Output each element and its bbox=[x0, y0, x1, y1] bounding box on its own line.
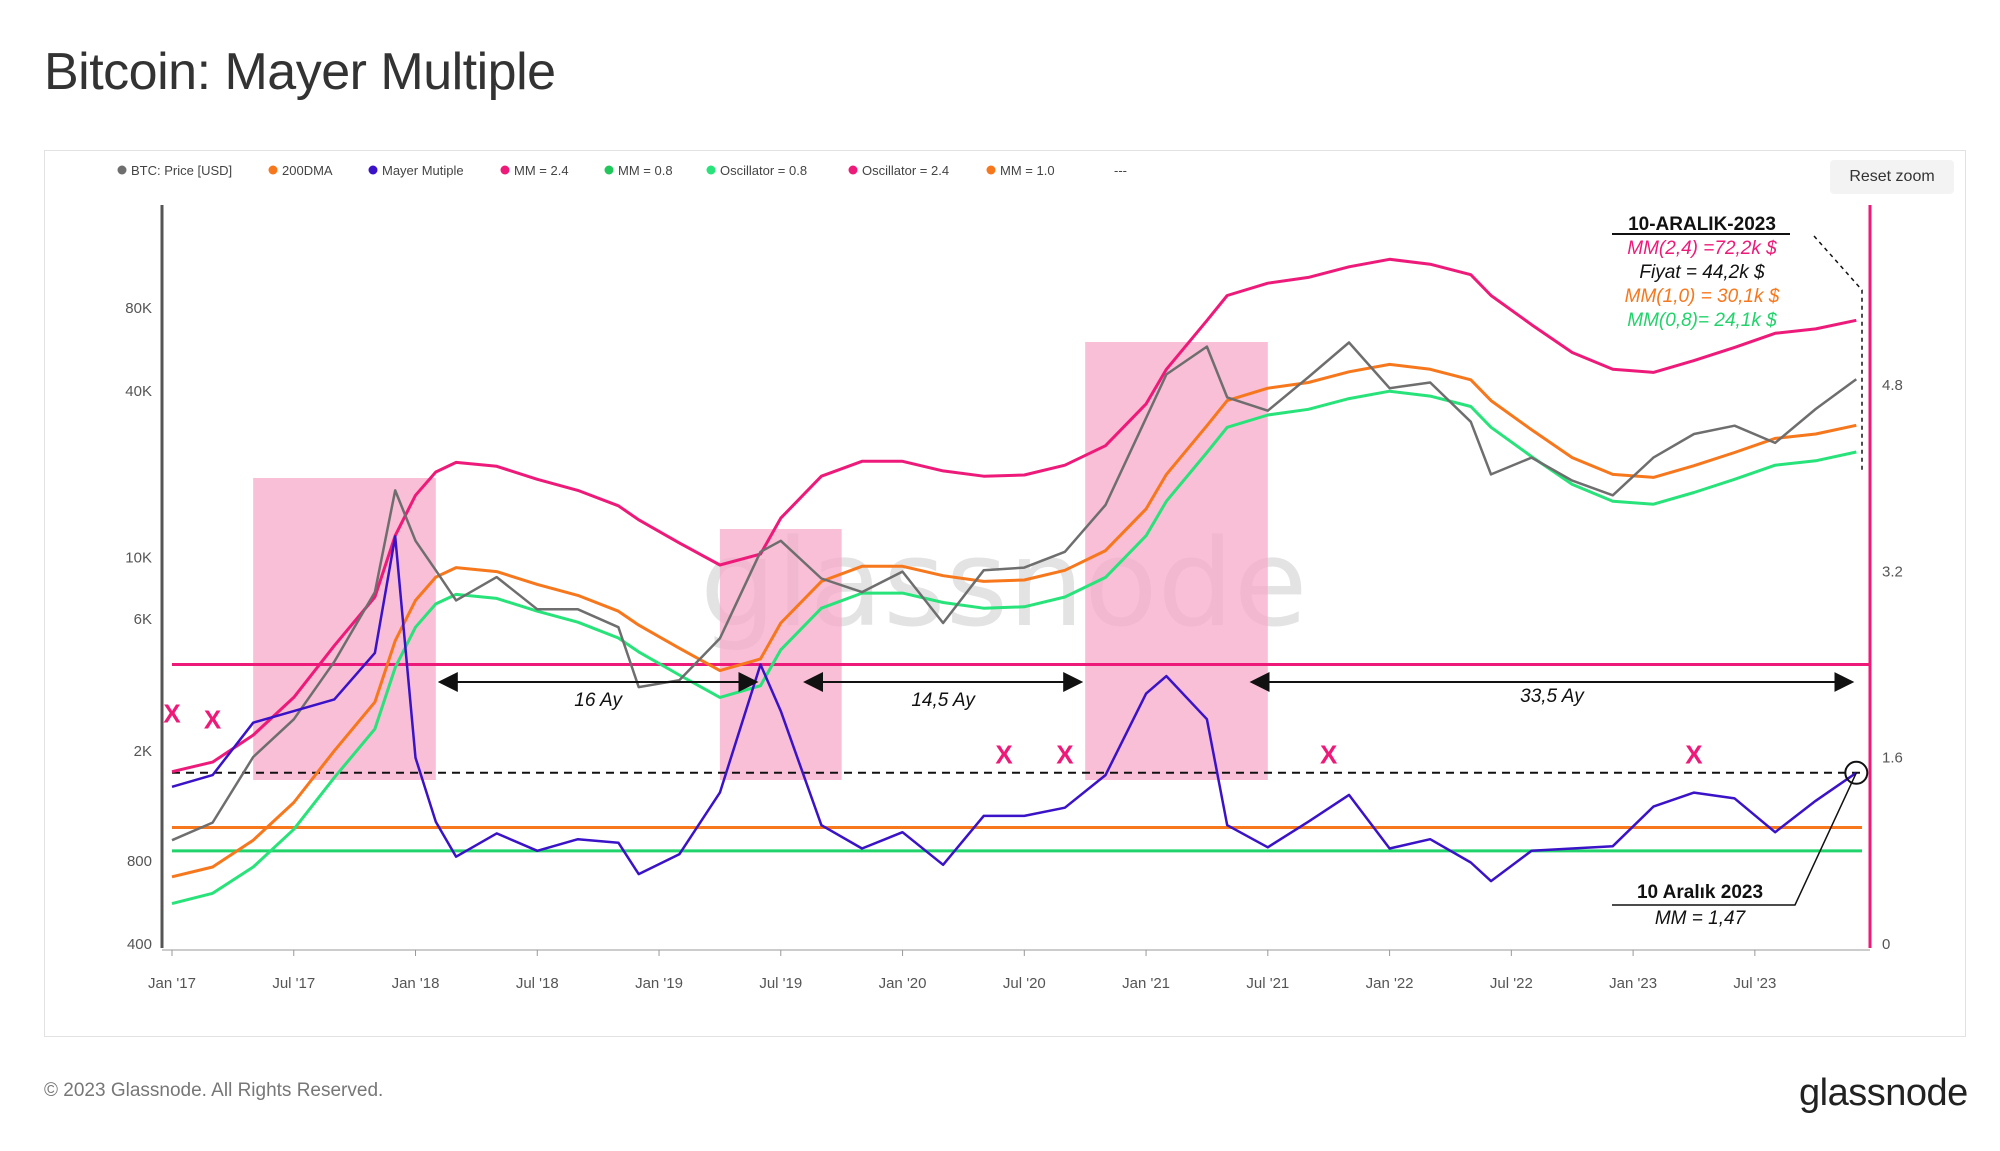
legend-label: 200DMA bbox=[282, 163, 333, 178]
shaded-period bbox=[719, 529, 842, 780]
bottom-note-title: 10 Aralık 2023 bbox=[1637, 882, 1763, 903]
y-right-tick-label: 3.2 bbox=[1882, 563, 1903, 580]
y-left-tick-label: 80K bbox=[125, 300, 152, 317]
bottom-leader-line bbox=[1612, 772, 1857, 906]
series-line bbox=[171, 341, 1858, 842]
note-mm10: MM(1,0) = 30,1k $ bbox=[1625, 286, 1780, 307]
y-right-tick-label: 4.8 bbox=[1882, 377, 1903, 394]
span-label: 16 Ay bbox=[574, 690, 623, 711]
y-right-tick-label: 0 bbox=[1882, 936, 1890, 953]
legend-dot bbox=[604, 165, 614, 175]
note-mm08: MM(0,8)= 24,1k $ bbox=[1627, 310, 1777, 331]
x-marker: X bbox=[995, 739, 1013, 769]
span-arrows: 16 Ay 14,5 Ay 33,5 Ay bbox=[437, 672, 1855, 711]
x-tick-label: Jan '22 bbox=[1366, 975, 1414, 992]
y-left-tick-label: 6K bbox=[134, 611, 152, 628]
reset-zoom-button[interactable]: Reset zoom bbox=[1830, 160, 1954, 194]
legend-label: MM = 2.4 bbox=[514, 163, 569, 178]
legend-label: BTC: Price [USD] bbox=[131, 163, 232, 178]
y-left-tick-label: 800 bbox=[127, 853, 152, 870]
brand-logo: glassnode bbox=[1799, 1072, 1968, 1114]
x-tick-label: Jan '23 bbox=[1609, 975, 1657, 992]
legend-label: Mayer Mutiple bbox=[382, 163, 464, 178]
shaded-periods bbox=[253, 342, 1268, 780]
series-line bbox=[171, 362, 1857, 879]
x-marker: X bbox=[163, 699, 181, 729]
legend-label: MM = 1.0 bbox=[1000, 163, 1055, 178]
x-marker: X bbox=[204, 705, 222, 735]
legend-label: --- bbox=[1114, 163, 1127, 178]
x-marker: X bbox=[1320, 739, 1338, 769]
legend-label: MM = 0.8 bbox=[618, 163, 673, 178]
legend-dot bbox=[500, 165, 510, 175]
x-tick-label: Jan '19 bbox=[635, 975, 683, 992]
x-marker: X bbox=[1056, 739, 1074, 769]
legend: BTC: Price [USD] 200DMA Mayer Mutiple MM = … bbox=[117, 163, 1127, 178]
note-leader-line bbox=[1813, 235, 1863, 470]
annotations: 10-ARALIK-2023 MM(2,4) =72,2k $ Fiyat = 44… bbox=[1612, 214, 1869, 929]
series-line bbox=[171, 535, 1858, 883]
x-marker: X bbox=[1685, 739, 1703, 769]
y-left-tick-label: 2K bbox=[134, 743, 152, 760]
x-tick-label: Jul '18 bbox=[516, 975, 559, 992]
horizontal-levels bbox=[172, 663, 1870, 853]
x-markers: X XX X X X bbox=[163, 699, 1703, 770]
series-lines bbox=[171, 257, 1858, 906]
x-tick-label: Jul '23 bbox=[1733, 975, 1776, 992]
note-mm24: MM(2,4) =72,2k $ bbox=[1627, 238, 1777, 259]
legend-dot bbox=[706, 165, 716, 175]
x-tick-label: Jan '21 bbox=[1122, 975, 1170, 992]
x-tick-label: Jul '22 bbox=[1490, 975, 1533, 992]
shaded-period bbox=[1085, 342, 1268, 780]
copyright-text: © 2023 Glassnode. All Rights Reserved. bbox=[44, 1080, 384, 1101]
span-label: 33,5 Ay bbox=[1520, 686, 1585, 707]
bottom-note-mm: MM = 1,47 bbox=[1655, 908, 1747, 929]
legend-dot bbox=[268, 165, 278, 175]
legend-dot bbox=[368, 165, 378, 175]
x-tick-label: Jul '20 bbox=[1003, 975, 1046, 992]
x-tick-label: Jan '18 bbox=[392, 975, 440, 992]
legend-dot bbox=[986, 165, 996, 175]
y-left-tick-label: 400 bbox=[127, 936, 152, 953]
note-price: Fiyat = 44,2k $ bbox=[1639, 262, 1765, 283]
note-date-title: 10-ARALIK-2023 bbox=[1628, 214, 1776, 235]
y-left-tick-label: 10K bbox=[125, 550, 152, 567]
y-right-tick-label: 1.6 bbox=[1882, 750, 1903, 767]
x-tick-label: Jan '20 bbox=[879, 975, 927, 992]
page-title: Bitcoin: Mayer Multiple bbox=[44, 43, 556, 101]
legend-dot bbox=[848, 165, 858, 175]
x-tick-label: Jul '19 bbox=[759, 975, 802, 992]
legend-dot bbox=[117, 165, 127, 175]
span-label: 14,5 Ay bbox=[911, 690, 976, 711]
x-tick-label: Jul '21 bbox=[1246, 975, 1289, 992]
x-tick-label: Jan '17 bbox=[148, 975, 196, 992]
legend-label: Oscillator = 0.8 bbox=[720, 163, 807, 178]
y-left-tick-label: 40K bbox=[125, 383, 152, 400]
highlight-circle bbox=[1844, 760, 1869, 785]
series-line bbox=[171, 257, 1857, 774]
axes: 400 800 2K 6K 10K 40K 80K 0 1.6 3.2 4.8 Jan '17 Jul … bbox=[125, 205, 1903, 992]
legend-label: Oscillator = 2.4 bbox=[862, 163, 949, 178]
x-tick-label: Jul '17 bbox=[272, 975, 315, 992]
